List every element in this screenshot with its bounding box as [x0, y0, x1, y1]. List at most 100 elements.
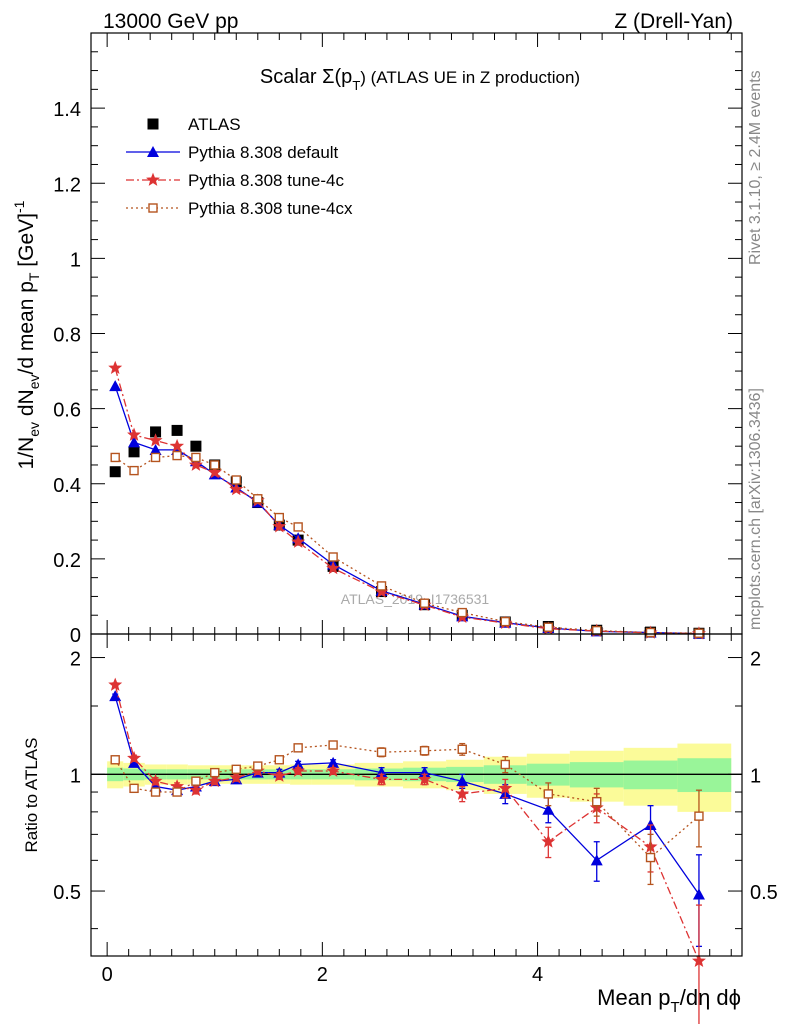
ratio-axes: 0.5 0.5 1 1 2 2 0 2 4 — [53, 634, 778, 986]
ratio-point — [207, 773, 222, 788]
legend-label: ATLAS — [188, 115, 241, 134]
ratio-y-label: Ratio to ATLAS — [22, 738, 41, 853]
ratio-point — [326, 763, 341, 777]
ratio-y-tick-label: 1 — [70, 765, 81, 787]
ratio-point — [543, 789, 554, 799]
ratio-series-0 — [109, 690, 705, 948]
ratio-point — [148, 773, 163, 788]
chart-title-sub: T — [352, 78, 360, 93]
ratio-point — [691, 953, 706, 967]
ratio-y-tick-label: 0.5 — [53, 882, 81, 904]
y-tick-label: 0 — [70, 625, 81, 647]
data-point — [150, 426, 162, 438]
ratio-bands — [91, 743, 742, 812]
y-tick-label: 1.2 — [53, 174, 81, 196]
main-axes: 0 0.2 0.4 0.6 0.8 1 1.2 1.4 — [53, 33, 742, 647]
ratio-point — [498, 781, 513, 795]
data-point — [500, 616, 510, 627]
legend-label: Pythia 8.308 default — [188, 143, 339, 162]
ratio-point — [272, 768, 287, 782]
data-point — [171, 424, 183, 436]
energy-label: 13000 GeV pp — [103, 10, 238, 33]
chart-title: Scalar Σ(pT) (ATLAS UE in Z production) — [260, 66, 580, 93]
ratio-point — [110, 755, 120, 765]
ratio-point — [188, 782, 203, 797]
x-tick-label: 2 — [317, 964, 328, 986]
data-point — [148, 433, 163, 447]
y-tick-label: 0.8 — [53, 325, 81, 347]
ratio-point — [419, 746, 430, 756]
ratio-point — [592, 796, 602, 807]
ratio-point — [694, 811, 704, 821]
ratio-point — [274, 755, 285, 765]
ratio-panel: 0.5 0.5 1 1 2 2 0 2 4 Ratio to ATLAS — [22, 633, 778, 1024]
ratio-point — [172, 787, 182, 797]
data-point — [109, 466, 121, 478]
data-point — [128, 436, 141, 448]
x-axis-label: Mean pT/dη dϕ — [597, 985, 741, 1016]
data-point — [291, 534, 306, 548]
ratio-series-1 — [108, 677, 706, 1024]
legend-entry: ATLAS — [147, 115, 241, 134]
data-point — [272, 519, 287, 533]
chart-title-main: Scalar Σ(p — [260, 66, 352, 88]
ratio-point — [376, 747, 387, 757]
ratio-point — [542, 803, 555, 815]
ratio-series-line — [114, 684, 700, 962]
ratio-point — [541, 834, 556, 848]
ratio-point — [374, 772, 389, 786]
ratio-point — [457, 744, 467, 754]
ratio-point — [328, 740, 338, 750]
ratio-point — [210, 767, 220, 778]
data-point — [274, 512, 285, 523]
x-tick-label: 0 — [102, 964, 113, 986]
data-point — [328, 552, 338, 562]
legend-marker — [146, 172, 160, 186]
data-point — [694, 628, 704, 638]
series-3 — [110, 450, 704, 638]
ratio-point — [291, 763, 306, 777]
data-point — [419, 598, 430, 608]
ratio-point — [231, 764, 241, 775]
main-marks — [108, 360, 706, 640]
data-point — [110, 452, 120, 463]
data-point — [210, 460, 220, 470]
ratio-point — [590, 854, 603, 866]
y-tick-label: 1.4 — [53, 99, 81, 121]
process-label: Z (Drell-Yan) — [614, 10, 733, 33]
data-point — [191, 452, 201, 463]
data-point — [457, 607, 467, 618]
legend-entry: Pythia 8.308 tune-4c — [126, 171, 344, 190]
data-point — [231, 475, 241, 485]
data-point — [645, 627, 656, 638]
ratio-point — [456, 775, 469, 787]
main-panel: ATLAS_2019_I1736531 00.20.40.60.811.21.4… — [11, 32, 743, 647]
data-point — [207, 465, 222, 479]
ratio-point — [191, 776, 201, 786]
data-point — [376, 581, 387, 591]
y-tick-label: 1 — [70, 249, 81, 271]
ratio-point — [129, 783, 139, 794]
ratio-y-tick-label-right: 0.5 — [750, 882, 778, 904]
ratio-point — [229, 770, 244, 784]
ratio-y-tick-label-right: 2 — [750, 649, 761, 671]
data-point — [229, 482, 244, 496]
ratio-y-tick-label-right: 1 — [750, 765, 761, 787]
legend-entry: Pythia 8.308 default — [126, 143, 339, 162]
legend-label: Pythia 8.308 tune-4cx — [188, 199, 353, 218]
data-point — [592, 625, 602, 636]
y-axis-label: 1/Nev dNev/d mean pT [GeV]-1 — [11, 200, 42, 469]
ratio-point — [127, 750, 142, 765]
data-point — [129, 465, 139, 476]
ratio-y-tick-label: 2 — [70, 649, 81, 671]
data-point — [293, 522, 303, 532]
data-point — [253, 494, 263, 504]
chart-title-tail: ) (ATLAS UE in Z production) — [360, 68, 580, 87]
data-point — [149, 443, 162, 455]
data-point — [326, 560, 341, 575]
data-point — [109, 380, 122, 392]
data-point — [170, 438, 185, 453]
ratio-point — [253, 761, 263, 771]
ratio-point — [417, 772, 432, 786]
